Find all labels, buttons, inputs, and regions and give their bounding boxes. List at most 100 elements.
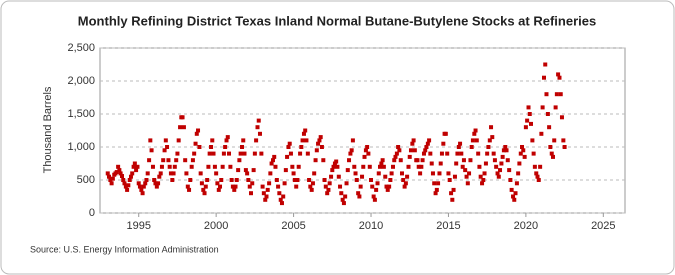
point — [339, 191, 344, 196]
point — [501, 148, 506, 153]
point — [415, 158, 420, 163]
point — [348, 151, 353, 156]
point — [116, 164, 121, 169]
point — [171, 171, 176, 176]
point — [558, 92, 563, 97]
point — [236, 168, 241, 173]
point — [405, 174, 410, 179]
point — [223, 145, 228, 149]
point — [108, 178, 113, 182]
point — [192, 151, 197, 156]
point — [438, 161, 443, 166]
point — [251, 168, 256, 173]
y-tick-label: 2,000 — [67, 75, 95, 87]
point — [233, 184, 238, 189]
point — [419, 164, 424, 169]
point — [423, 148, 428, 153]
point — [439, 151, 444, 156]
point — [199, 181, 204, 186]
point — [514, 181, 519, 186]
point — [272, 154, 277, 159]
point — [158, 171, 163, 176]
point — [391, 164, 396, 169]
point — [357, 194, 362, 199]
point — [317, 138, 322, 143]
point — [516, 171, 521, 176]
point — [176, 138, 181, 143]
point — [532, 164, 537, 169]
point — [336, 174, 341, 179]
point — [424, 145, 429, 149]
point — [416, 164, 421, 169]
point — [388, 178, 393, 182]
point — [248, 191, 253, 196]
point — [118, 171, 123, 176]
point — [303, 128, 308, 133]
point — [326, 187, 331, 192]
point — [378, 164, 382, 169]
point — [216, 187, 221, 192]
point — [211, 151, 216, 156]
point — [267, 181, 272, 186]
point — [237, 158, 242, 163]
y-tick-label: 2,500 — [67, 42, 95, 54]
point — [369, 178, 374, 182]
point — [371, 194, 376, 199]
point — [327, 181, 332, 186]
point — [274, 178, 279, 182]
point — [434, 187, 439, 192]
point — [341, 201, 346, 206]
point — [105, 171, 110, 176]
point — [301, 131, 306, 136]
point — [367, 164, 372, 169]
point — [334, 159, 339, 164]
point — [345, 168, 350, 173]
y-axis-label: Thousand Barrels — [42, 86, 54, 173]
point — [281, 194, 286, 199]
point — [402, 184, 407, 189]
point — [149, 148, 154, 153]
point — [455, 151, 460, 156]
point — [477, 164, 482, 169]
point — [360, 174, 365, 179]
point — [408, 148, 413, 153]
point — [114, 170, 119, 175]
x-tick-label: 2010 — [359, 220, 383, 232]
point — [261, 191, 266, 196]
point — [245, 171, 250, 176]
point — [495, 171, 500, 176]
point — [411, 138, 416, 143]
point — [156, 181, 161, 186]
point — [399, 171, 404, 176]
point — [167, 164, 172, 169]
point — [543, 62, 548, 67]
y-tick-label: 500 — [77, 174, 95, 186]
point — [232, 187, 237, 192]
point — [184, 171, 189, 176]
point — [316, 141, 321, 146]
point — [187, 187, 192, 192]
point — [420, 158, 425, 163]
point — [136, 181, 141, 186]
point — [538, 164, 543, 169]
point — [508, 178, 513, 182]
point — [212, 164, 217, 169]
point — [134, 168, 139, 173]
point — [286, 145, 291, 149]
point — [539, 131, 544, 136]
point — [472, 131, 477, 136]
point — [425, 141, 430, 146]
point — [561, 138, 566, 143]
point — [175, 151, 180, 156]
point — [350, 138, 355, 143]
point — [403, 181, 408, 186]
point — [157, 174, 162, 179]
point — [201, 187, 206, 192]
point — [559, 115, 564, 120]
point — [193, 141, 198, 146]
point — [298, 151, 303, 156]
point — [441, 141, 446, 146]
point — [106, 174, 111, 179]
point — [527, 112, 532, 116]
y-tick-label: 1,000 — [67, 141, 95, 153]
